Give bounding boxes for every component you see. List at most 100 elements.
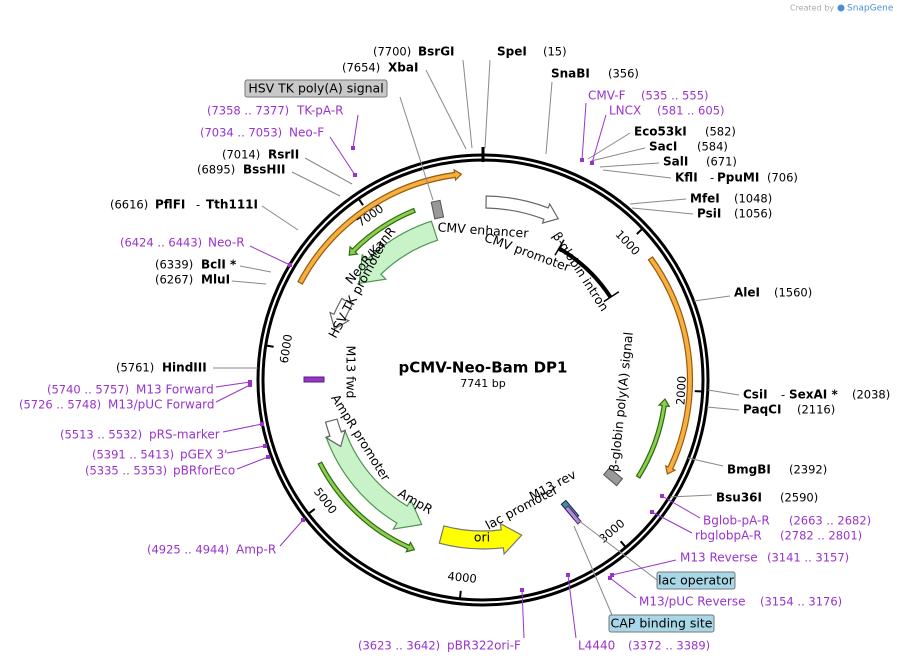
ruler-label: 2000 [673,375,689,405]
site-name: PpuMI [717,171,759,185]
primer-connector [651,511,693,534]
feature-box [303,376,325,383]
primer-connector [249,245,291,266]
connector-line [231,280,267,285]
primer-range: (3623 .. 3642) [358,639,440,653]
primer-range: (535 .. 555) [641,89,709,103]
branding-prefix: Created by [790,4,834,13]
feature-arrow [438,522,523,556]
feature-arrow [485,195,560,224]
site-name: SpeI [497,45,527,59]
site-position: (15) [543,45,567,59]
primer-name: pBRforEco [173,464,235,478]
feature-tag-label: CAP binding site [611,616,713,631]
connector-line [631,207,694,215]
feature-tag [608,614,715,633]
primer-mark [266,455,270,459]
site-name: MfeI [690,192,720,206]
ruler-tick [307,508,316,515]
primer-mark [288,263,292,267]
primer-name: Neo-R [208,236,245,250]
connector-line [629,198,687,205]
site-position: (356) [608,67,639,81]
ruler-tick [357,198,364,206]
connector-line [687,457,724,467]
feature-tag-label: lac operator [658,573,735,588]
primer-range: (5726 .. 5748) [19,398,101,412]
ruler-label: 4000 [447,569,478,586]
primer-mark [566,573,570,577]
connector-line [425,69,467,150]
primer-range: (7358 .. 7377) [207,104,289,118]
primer-name: Neo-F [289,126,324,140]
primer-range: (7034 .. 7053) [200,126,282,140]
primer-range: (3154 .. 3176) [760,595,842,609]
site-name: SexAI * [789,388,838,402]
primer-connector [215,384,251,403]
primer-name: rbglobpA-R [695,529,762,543]
primer-range: (2663 .. 2682) [789,514,871,528]
primer-range: (5740 .. 5757) [47,383,129,397]
site-name: PsiI [697,207,721,221]
primer-connector [567,574,577,639]
primer-name: pBR322ori-F [447,639,521,653]
site-joiner: - [781,388,785,402]
feature-arrow [297,168,463,285]
site-position: (7014) [222,148,260,162]
primer-connector [581,102,587,161]
feature-box [430,199,445,220]
connector-line [304,157,353,185]
connector-line [573,525,613,616]
primer-connector [521,589,525,639]
site-position: (1056) [734,207,772,221]
site-joiner: - [710,171,714,185]
primer-name: M13/pUC Reverse [639,595,746,609]
primer-mark [263,444,267,448]
connector-line [545,81,553,155]
site-position: (2038) [852,388,890,402]
site-name: AleI [734,286,760,300]
intron-arc [558,246,613,299]
connector-line [599,162,660,168]
feature-box [564,505,582,525]
site-position: (6895) [197,163,235,177]
site-position: (7654) [342,61,380,75]
site-name: Tth111I [206,198,258,212]
primer-range: (5391 .. 5413) [92,448,174,462]
site-name: SnaBI [551,67,590,81]
primer-name: CMV-F [588,89,626,103]
primer-connector [236,456,269,470]
primer-mark [520,588,524,592]
site-position: (6339) [155,258,193,272]
site-position: (7700) [373,45,411,59]
connector-line [602,169,672,179]
feature-arrow [647,256,694,475]
site-position: (6267) [155,273,193,287]
connector-line [291,171,341,197]
site-name: XbaI [388,61,418,75]
site-name: BmgBI [727,463,771,477]
primer-connector [215,381,251,388]
site-name: RsrII [268,148,299,162]
primer-connector [279,519,304,547]
feature-arrow [348,207,416,256]
site-name: BsrGI [418,45,455,59]
site-name: Bsu36I [716,491,762,505]
feature-label: CMV enhancer [437,219,530,240]
primer-connector [329,136,356,176]
connector-line [590,147,646,162]
connector-line [707,389,740,396]
site-position: (584) [697,140,728,154]
primer-name: L4440 [578,639,615,653]
primer-mark [590,161,594,165]
connector-line [462,59,473,149]
ruler-tick [458,590,462,599]
connector-line [239,265,272,273]
site-position: (706) [767,171,798,185]
primer-connector [611,559,677,576]
primer-connector [609,577,637,599]
feature-arrow [635,398,671,479]
site-name: KflI [675,171,698,185]
primer-name: TK-pA-R [296,104,344,118]
